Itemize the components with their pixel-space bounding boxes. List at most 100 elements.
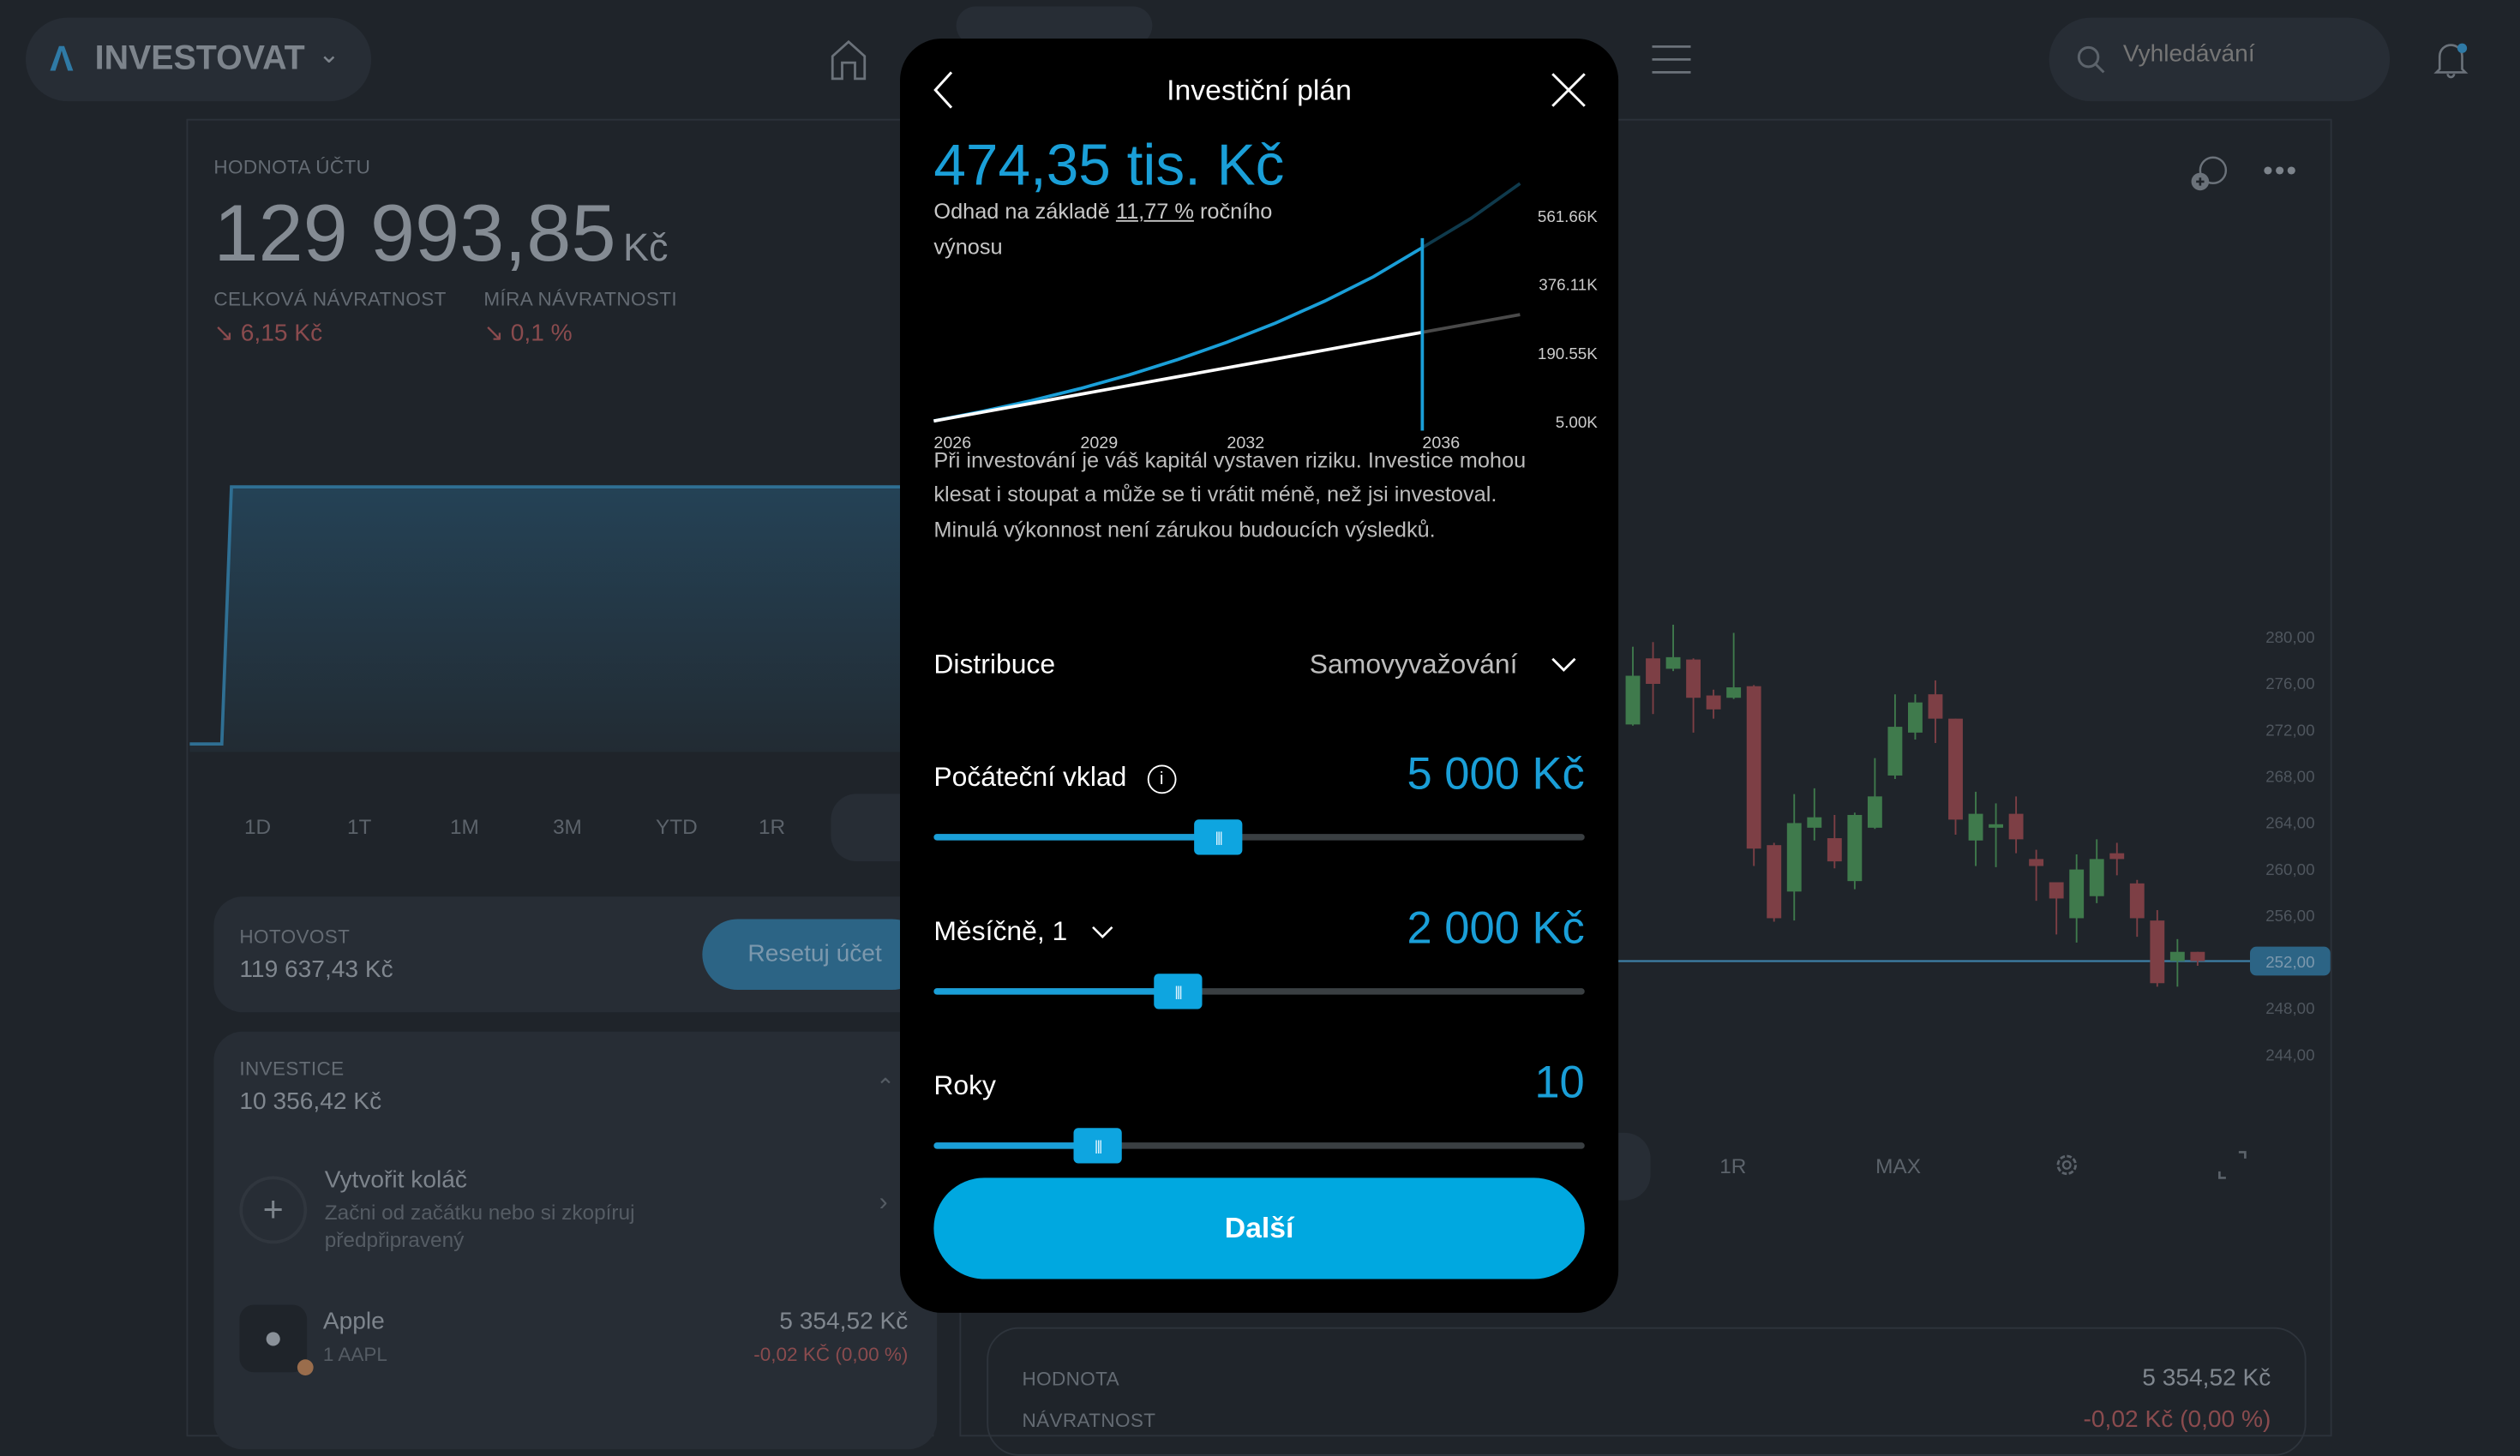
slider-handle[interactable]: ||| [1194,819,1243,855]
range-tab-1m[interactable]: 1M [450,814,479,839]
account-value: 129 993,85 Kč [213,187,668,280]
initial-deposit-label: Počáteční vklad i [933,761,1177,794]
position-return: -0,02 Kč (0,00 %) [2083,1405,2271,1434]
candle-body [2008,813,2024,840]
account-amount: 129 993,85 [213,188,616,279]
x-tick-label: 2036 [1422,434,1460,452]
candle-body [2049,882,2064,899]
home-icon[interactable] [830,39,868,81]
x-tick-label: 2032 [1227,434,1264,452]
price-alert-icon[interactable] [2189,153,2231,195]
candle-body [2089,859,2104,896]
close-icon[interactable] [1551,72,1586,107]
price-tick: 268,00 [2265,767,2314,785]
return-rate-label: MÍRA NÁVRATNOSTI [483,287,677,310]
candle-body [1908,702,1923,733]
x-tick-label: 2029 [1080,434,1118,452]
hamburger-icon[interactable] [1652,45,1691,75]
years-label: Roky [933,1070,997,1101]
investments-label: INVESTICE [239,1057,345,1080]
candle-body [1646,658,1660,685]
range-tab-3m[interactable]: 3M [553,814,582,839]
y-tick-label: 561.66K [1538,207,1598,225]
holding-change: -0,02 KČ (0,00 %) [753,1343,909,1366]
candle-body [2150,920,2165,984]
candle-body [1625,675,1641,725]
initial-deposit-text: Počáteční vklad [933,761,1127,793]
price-tick: 264,00 [2265,814,2314,832]
price-tick: 260,00 [2265,860,2314,878]
risk-disclaimer: Při investování je váš kapitál vystaven … [933,448,1527,542]
next-button[interactable]: Další [933,1177,1585,1279]
candle-body [1706,695,1721,710]
create-pie-subtitle: Začni od začátku nebo si zkopíruj předpř… [324,1200,635,1252]
invested-line [933,330,1423,423]
range-tab-1t[interactable]: 1T [347,814,372,839]
cash-value: 119 637,43 Kč [239,956,393,984]
brand-name: INVESTOVAT [94,39,305,77]
distribution-value: Samovyvažování [1309,649,1518,680]
candle-body [1948,718,1963,820]
investments-value: 10 356,42 Kč [239,1088,382,1116]
range-tab-right-1r[interactable]: 1R [1719,1153,1747,1178]
monthly-deposit-slider[interactable]: ||| [933,974,1585,1010]
cash-card: HOTOVOST 119 637,43 Kč Resetuj účet [213,896,938,1013]
range-tab-1r[interactable]: 1R [759,814,786,839]
logo-icon: Λ [50,39,74,79]
create-pie-title: Vytvořit koláč [324,1166,467,1195]
search-input[interactable] [2122,39,2365,68]
plus-icon: + [239,1176,308,1244]
years-slider[interactable]: ||| [933,1128,1585,1164]
holding-qty: 1 AAPL [322,1343,387,1366]
more-options-icon[interactable]: ••• [2263,154,2299,187]
distribution-label: Distribuce [933,649,1056,680]
candle-body [2169,951,2185,962]
settings-gear-icon[interactable] [2052,1151,2081,1180]
fullscreen-icon[interactable] [2218,1151,2247,1180]
investment-plan-modal: Investiční plán 561.66K 376.11K 190.55K 5.0… [900,39,1619,1313]
candle-body [1686,659,1701,698]
slider-handle[interactable]: ||| [1154,974,1203,1010]
candle-body [1665,656,1681,669]
slider-handle[interactable]: ||| [1073,1128,1122,1164]
price-tick: 244,00 [2265,1046,2314,1064]
search-box[interactable] [2049,17,2391,102]
apple-logo-icon: ● [239,1304,314,1375]
price-tick: 280,00 [2265,628,2314,646]
estimate-subtitle: Odhad na základě 11,77 % ročního výnosu [933,195,1319,266]
candle-body [1887,727,1903,776]
monthly-deposit-value[interactable]: 2 000 Kč [1407,902,1585,953]
y-tick-label: 190.55K [1538,345,1598,363]
brand-menu[interactable]: Λ INVESTOVAT ⌄ [26,17,372,102]
reset-account-button[interactable]: Resetuj účet [702,919,927,990]
return-rate-value: ↘ 0,1 % [483,320,573,347]
total-return-label: CELKOVÁ NÁVRATNOST [213,287,447,310]
holding-row[interactable]: ● Apple 1 AAPL 5 354,52 Kč -0,02 KČ (0,0… [239,1304,909,1379]
cash-label: HOTOVOST [239,926,351,949]
chevron-up-icon[interactable]: ⌃ [875,1073,895,1099]
candle-body [1726,687,1742,698]
range-tab-ytd[interactable]: YTD [656,814,698,839]
back-arrow-icon[interactable] [933,71,955,110]
years-value[interactable]: 10 [1534,1057,1585,1107]
distribution-select[interactable]: Samovyvažování [1310,650,1577,682]
create-pie-item[interactable]: + Vytvořit koláč Začni od začátku nebo s… [239,1166,902,1263]
candle-body [1767,845,1782,919]
candle-body [2190,951,2205,962]
projection-chart: 561.66K 376.11K 190.55K 5.00K 2026 2029 2032 20… [933,182,1598,452]
range-tab-1d[interactable]: 1D [244,814,272,839]
current-price-badge [2250,946,2331,976]
monthly-frequency-select[interactable]: Měsíčně, 1 [933,916,1113,949]
info-icon[interactable]: i [1147,764,1177,794]
holding-name: Apple [322,1308,385,1336]
range-tab-right-max[interactable]: MAX [1875,1153,1921,1178]
initial-deposit-slider[interactable]: ||| [933,819,1585,855]
annual-return-link[interactable]: 11,77 % [1115,199,1194,224]
initial-deposit-value[interactable]: 5 000 Kč [1407,748,1585,799]
investments-card: INVESTICE 10 356,42 Kč ⌃ + Vytvořit kolá… [213,1031,938,1450]
bell-icon[interactable] [2433,39,2472,81]
y-tick-label: 5.00K [1556,413,1598,431]
subtitle-prefix: Odhad na základě [933,199,1116,224]
portfolio-area [189,487,905,752]
app: Λ INVESTOVAT ⌄ HODNOTA ÚČTU 129 993,85 K… [26,6,2472,1456]
